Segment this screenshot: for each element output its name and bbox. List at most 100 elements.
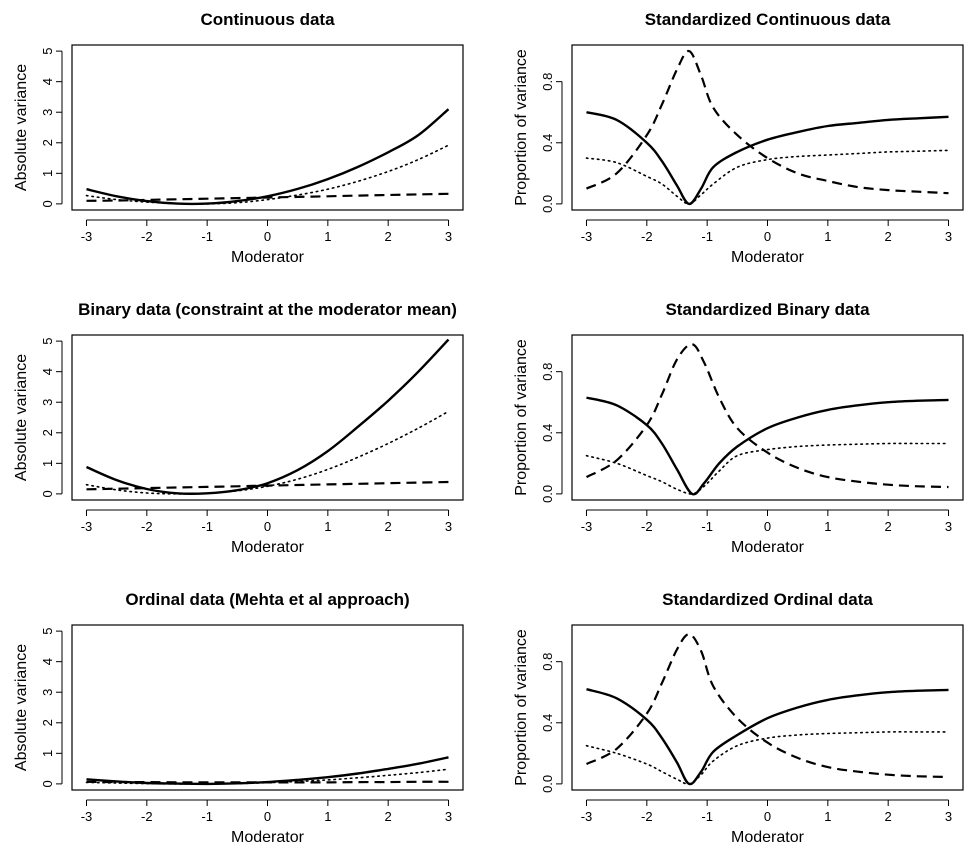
x-tick-label: 0 <box>764 809 771 824</box>
x-tick-label: -1 <box>201 809 213 824</box>
y-axis-label: Proportion of variance <box>513 629 530 786</box>
series-line-dotted <box>585 731 950 785</box>
x-tick-label: -1 <box>201 229 213 244</box>
x-axis-label: Moderator <box>731 539 805 556</box>
x-axis-label: Moderator <box>231 539 305 556</box>
x-tick-label: -3 <box>81 809 93 824</box>
y-tick-label: 0.0 <box>540 485 555 503</box>
y-tick-label: 0.4 <box>540 134 555 152</box>
x-tick-label: -1 <box>701 809 713 824</box>
y-tick-label: 0.8 <box>540 363 555 381</box>
series-line-solid <box>586 396 949 496</box>
x-axis-label: Moderator <box>231 829 305 845</box>
x-tick-label: 0 <box>264 519 271 534</box>
y-tick-label: 1 <box>40 750 55 757</box>
x-tick-label: 1 <box>324 519 331 534</box>
x-tick-label: 0 <box>264 809 271 824</box>
x-tick-label: -2 <box>141 519 153 534</box>
y-tick-label: 3 <box>40 689 55 696</box>
x-tick-label: 2 <box>885 229 892 244</box>
x-tick-label: 1 <box>824 519 831 534</box>
series-line-solid <box>586 111 949 206</box>
y-tick-label: 0.8 <box>540 73 555 91</box>
y-tick-label: 3 <box>40 399 55 406</box>
x-tick-label: 2 <box>885 519 892 534</box>
y-tick-label: 0 <box>40 200 55 207</box>
plot-frame <box>71 44 464 211</box>
chart-panel-4: Standardized Binary data -3 -2 -1 0 1 2 3 Modera… <box>513 300 964 556</box>
plot-frame <box>571 44 964 211</box>
chart-panel-1: Continuous data -3 -2 -1 0 1 2 3 Moderator 0 1 2 3 4 5… <box>13 10 464 266</box>
x-tick-label: -3 <box>81 519 93 534</box>
x-tick-label: 1 <box>324 229 331 244</box>
series-line-dashed <box>586 50 949 195</box>
y-tick-label: 0.8 <box>540 653 555 671</box>
x-tick-label: 3 <box>445 519 452 534</box>
plot-frame <box>571 334 964 501</box>
x-tick-label: -2 <box>641 809 653 824</box>
y-tick-label: 1 <box>40 460 55 467</box>
chart-title: Standardized Ordinal data <box>662 590 873 609</box>
y-tick-label: 0 <box>40 490 55 497</box>
y-axis-label: Absolute variance <box>13 354 30 481</box>
series-line-solid <box>86 108 450 206</box>
y-tick-label: 5 <box>40 47 55 54</box>
x-axis-label: Moderator <box>231 249 305 266</box>
y-tick-label: 4 <box>40 78 55 85</box>
y-axis-label: Absolute variance <box>13 644 30 771</box>
x-tick-label: -1 <box>701 229 713 244</box>
y-tick-label: 4 <box>40 368 55 375</box>
x-tick-label: 0 <box>764 229 771 244</box>
series-line-dashed <box>86 480 449 491</box>
x-tick-label: 3 <box>945 809 952 824</box>
x-tick-label: 1 <box>324 809 331 824</box>
x-tick-label: 3 <box>445 229 452 244</box>
chart-panel-5: Ordinal data (Mehta et al approach) -3 -2 -… <box>13 590 464 845</box>
x-tick-label: -3 <box>581 519 593 534</box>
x-tick-label: -3 <box>581 229 593 244</box>
chart-title: Ordinal data (Mehta et al approach) <box>125 590 409 609</box>
x-axis-label: Moderator <box>731 249 805 266</box>
y-tick-label: 3 <box>40 109 55 116</box>
series-line-dotted <box>585 442 950 495</box>
x-tick-label: 2 <box>885 809 892 824</box>
series-line-solid <box>86 338 450 495</box>
x-tick-label: 0 <box>264 229 271 244</box>
chart-panel-6: Standardized Ordinal data -3 -2 -1 0 1 2 3 Moder… <box>513 590 964 845</box>
series-line-dashed <box>86 780 449 784</box>
x-tick-label: 3 <box>945 519 952 534</box>
series-line-dashed <box>86 192 449 202</box>
chart-title: Standardized Continuous data <box>645 10 891 29</box>
y-tick-label: 2 <box>40 719 55 726</box>
x-tick-label: 2 <box>385 519 392 534</box>
x-tick-label: 1 <box>824 809 831 824</box>
y-tick-label: 4 <box>40 658 55 665</box>
y-tick-label: 0.0 <box>540 775 555 793</box>
x-tick-label: 0 <box>764 519 771 534</box>
x-tick-label: 3 <box>945 229 952 244</box>
y-tick-label: 5 <box>40 337 55 344</box>
plot-frame <box>71 624 464 791</box>
x-tick-label: -2 <box>641 229 653 244</box>
x-tick-label: -3 <box>81 229 93 244</box>
series-line-solid <box>86 756 449 786</box>
chart-title: Binary data (constraint at the moderator… <box>78 300 457 319</box>
x-tick-label: -2 <box>641 519 653 534</box>
x-axis-label: Moderator <box>731 829 805 845</box>
y-tick-label: 2 <box>40 429 55 436</box>
chart-panel-3: Binary data (constraint at the moderator… <box>13 300 464 556</box>
series-line-dashed <box>585 343 949 489</box>
x-tick-label: 3 <box>445 809 452 824</box>
series-line-dotted <box>85 144 450 205</box>
x-tick-label: -1 <box>201 519 213 534</box>
series-line-dashed <box>586 633 949 779</box>
y-tick-label: 0.0 <box>540 195 555 213</box>
series-line-solid <box>586 688 949 786</box>
y-axis-label: Proportion of variance <box>513 49 530 206</box>
x-tick-label: -2 <box>141 809 153 824</box>
y-axis-label: Absolute variance <box>13 64 30 191</box>
chart-title: Continuous data <box>200 10 335 29</box>
x-tick-label: 2 <box>385 229 392 244</box>
